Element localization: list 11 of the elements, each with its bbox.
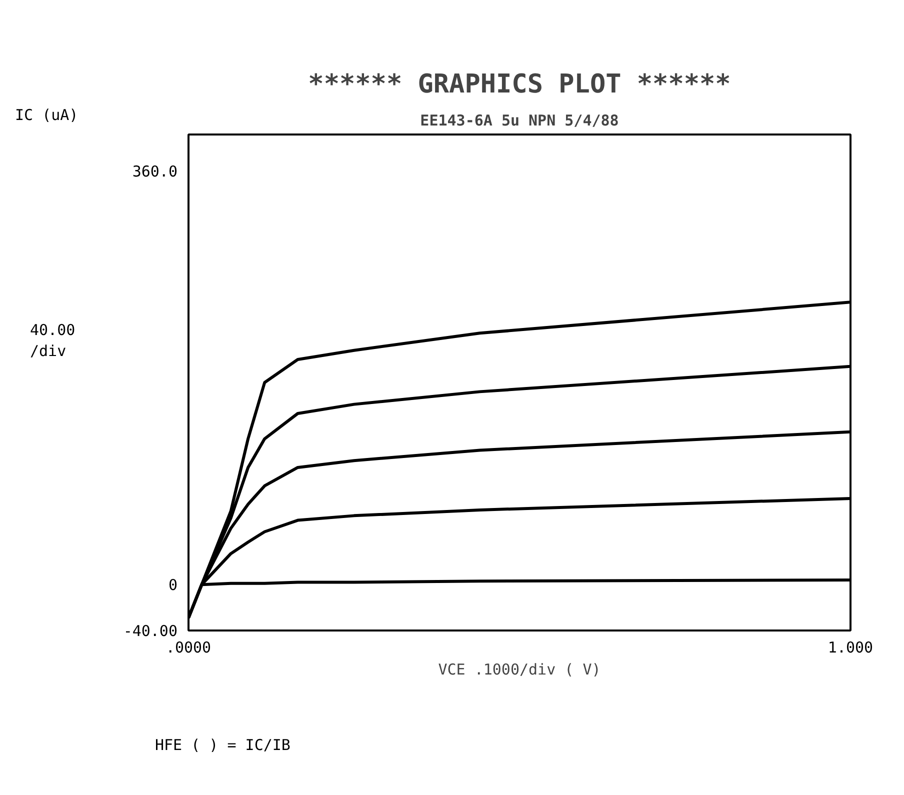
- x-axis-title: VCE .1000/div ( V): [438, 660, 601, 678]
- y-tick-label: 0: [168, 576, 178, 594]
- chart-title: ****** GRAPHICS PLOT ******: [308, 70, 731, 100]
- text: HFE ( ) = IC/IB: [155, 735, 290, 756]
- y-axis-title: IC (uA): [15, 105, 78, 126]
- y-tick-label: -40.00: [123, 622, 178, 640]
- chart-subtitle: EE143-6A 5u NPN 5/4/88: [420, 112, 619, 130]
- x-tick-label: 1.000: [828, 638, 874, 656]
- text: 40.00 /div: [30, 320, 76, 362]
- x-tick-label: .0000: [166, 638, 212, 656]
- y-tick-label: 360.0: [132, 162, 178, 181]
